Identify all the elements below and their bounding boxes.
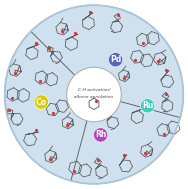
Text: C-H activation/: C-H activation/ (78, 88, 110, 92)
Text: Co: Co (36, 98, 47, 107)
Circle shape (140, 99, 155, 113)
Circle shape (5, 5, 183, 184)
Text: Rh: Rh (95, 130, 106, 139)
Circle shape (67, 67, 121, 122)
Circle shape (93, 128, 108, 142)
Circle shape (34, 95, 49, 109)
Circle shape (108, 53, 123, 67)
Text: Pd: Pd (110, 55, 121, 64)
Text: Ru: Ru (142, 101, 153, 110)
Text: alkene annulation: alkene annulation (74, 95, 114, 99)
